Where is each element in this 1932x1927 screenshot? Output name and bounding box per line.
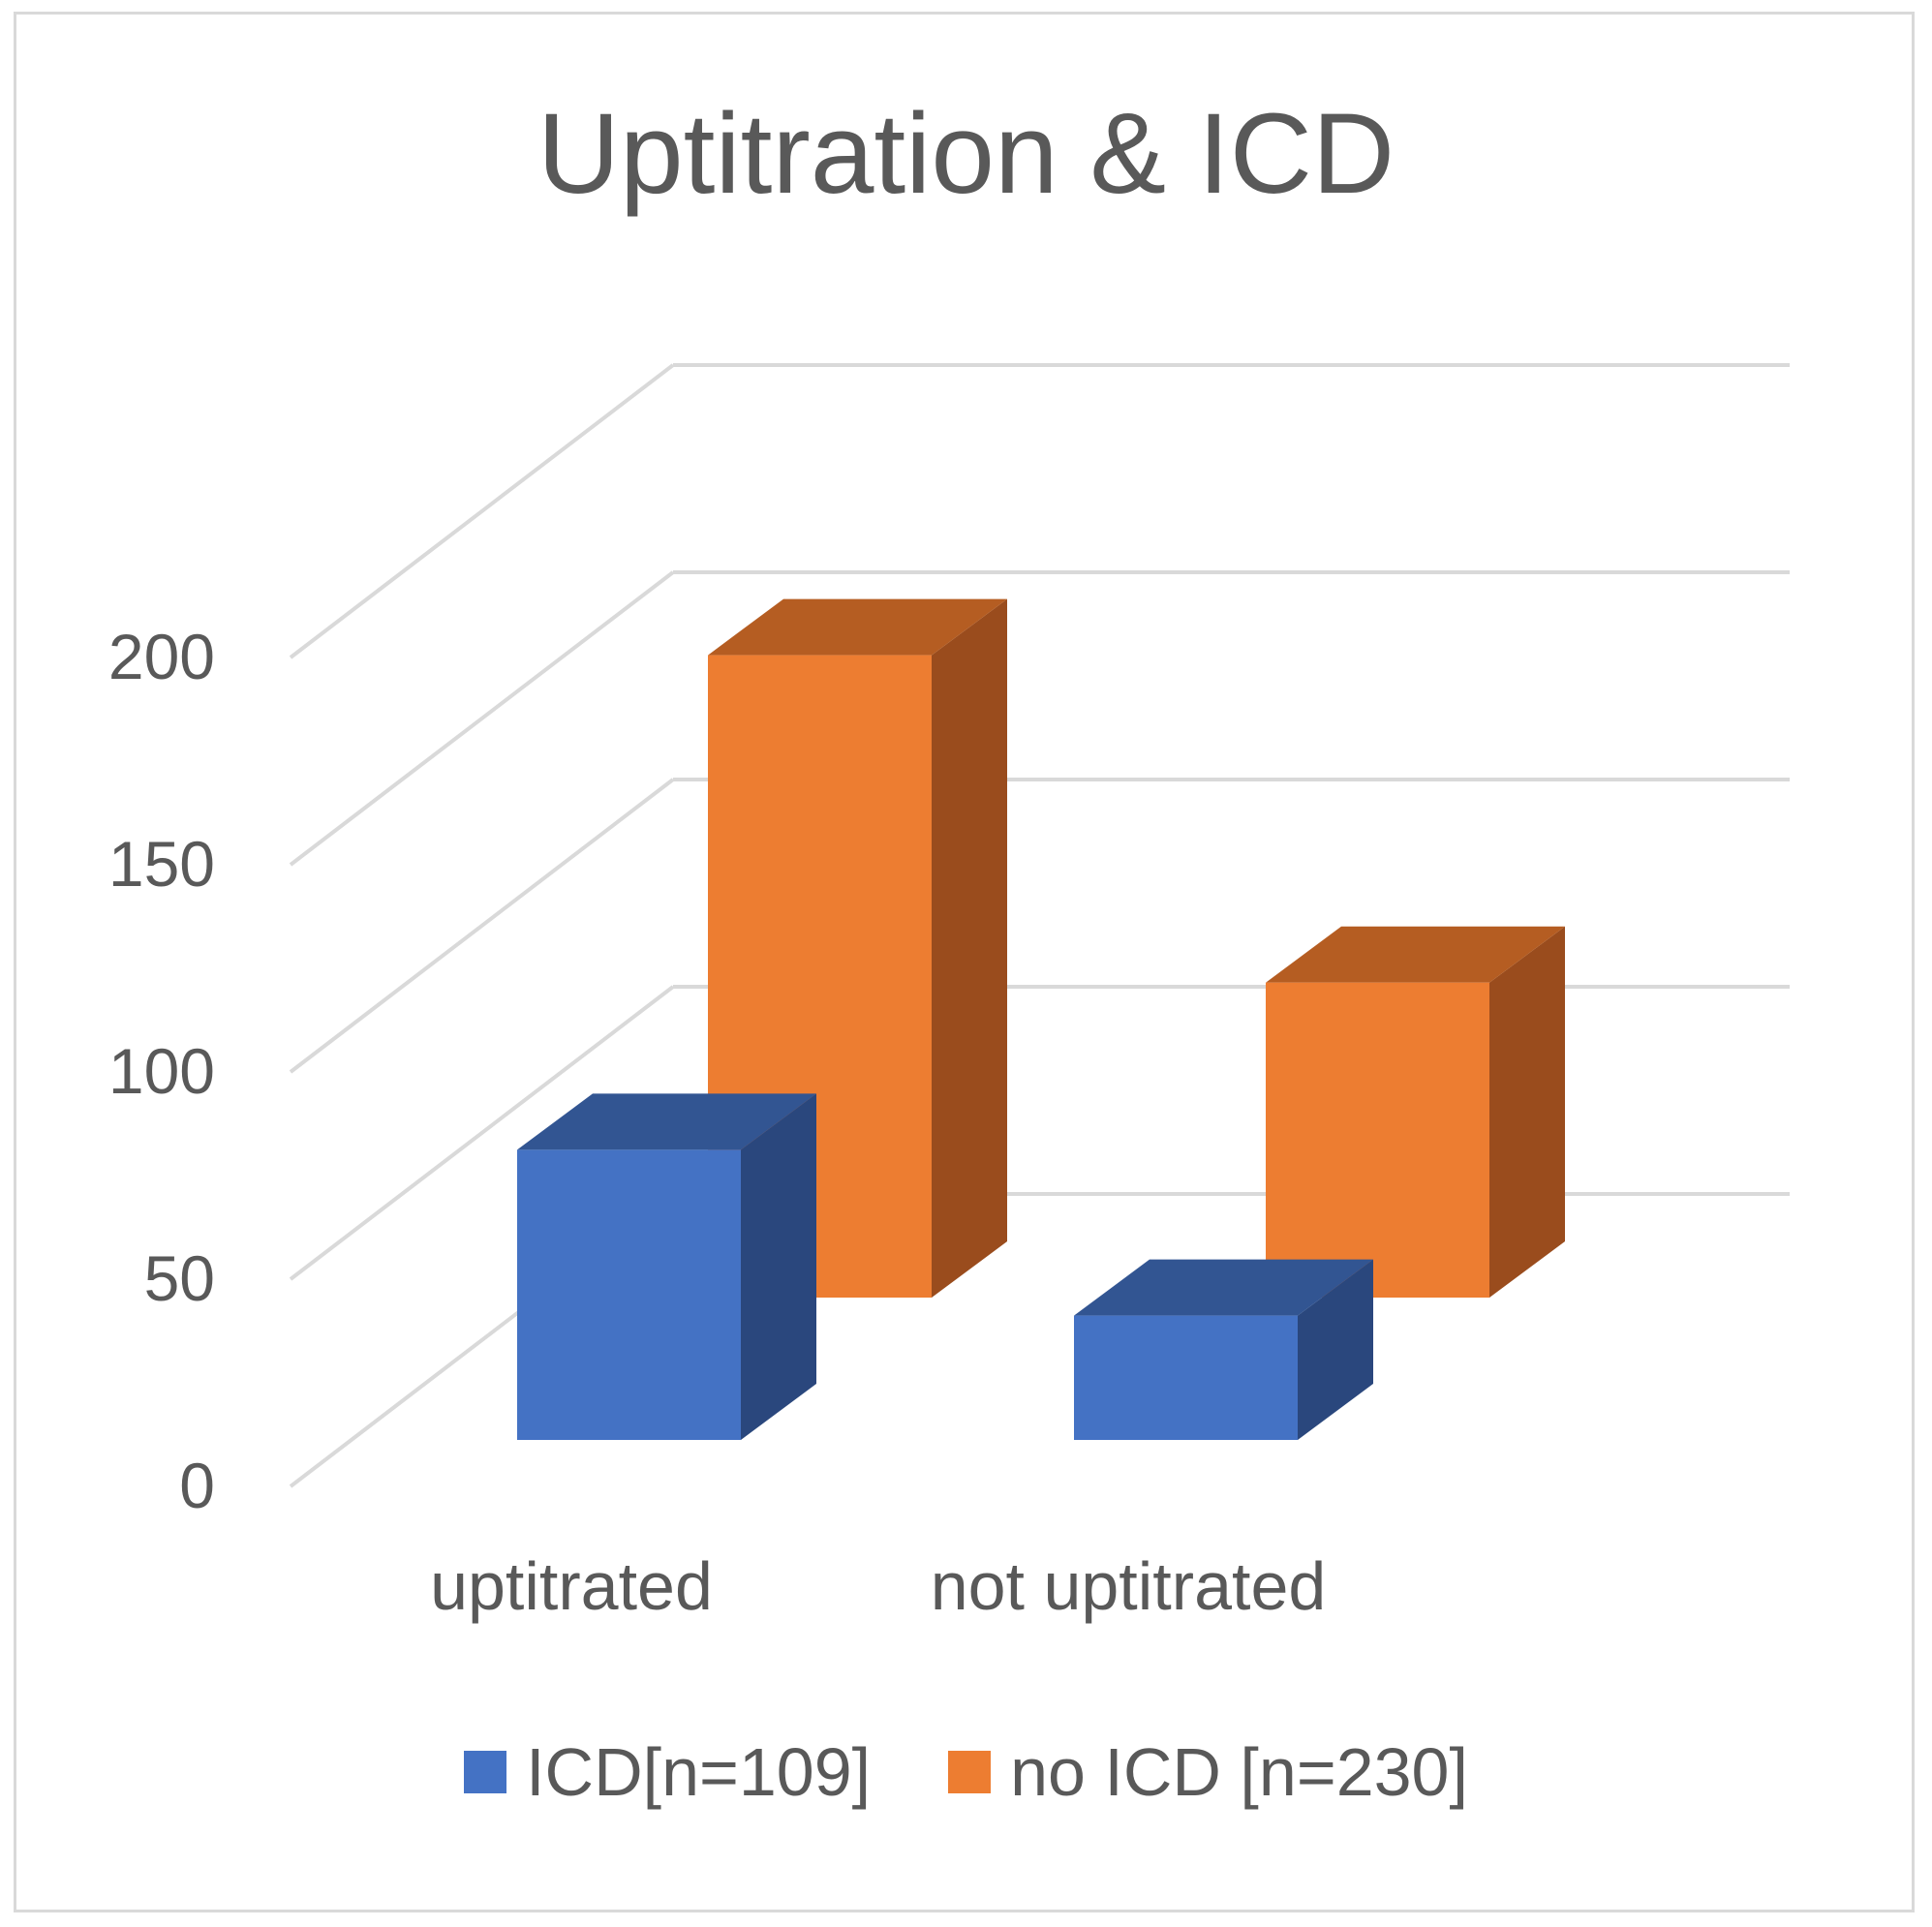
x-category-label: not uptitrated xyxy=(931,1548,1327,1624)
gridline-side xyxy=(289,570,675,867)
gridline-side xyxy=(289,363,675,659)
chart-title: Uptitration & ICD xyxy=(537,90,1395,218)
y-tick-label: 100 xyxy=(108,1035,215,1107)
bar-no-icd-1-top xyxy=(1266,926,1565,983)
bar-icd-1 xyxy=(1074,1315,1298,1440)
y-tick-label: 200 xyxy=(108,621,215,692)
gridline-side xyxy=(289,985,675,1281)
bar-icd-0-side xyxy=(741,1093,816,1440)
legend-swatch-icd xyxy=(464,1751,507,1793)
y-tick-label: 50 xyxy=(144,1242,215,1314)
bar-no-icd-1 xyxy=(1266,982,1489,1298)
bar-icd-0-top xyxy=(517,1093,816,1150)
legend-label-icd: ICD[n=109] xyxy=(526,1734,872,1810)
x-category-label: uptitrated xyxy=(430,1548,713,1624)
legend: ICD[n=109] no ICD [n=230] xyxy=(0,1738,1932,1806)
bar-no-icd-0-side xyxy=(932,598,1007,1298)
bars xyxy=(517,598,1565,1440)
bar-no-icd-1-side xyxy=(1489,926,1565,1298)
bar-icd-0 xyxy=(517,1149,741,1440)
legend-item-icd: ICD[n=109] xyxy=(464,1738,871,1806)
bar-icd-1-side xyxy=(1298,1259,1373,1440)
x-axis-categories: uptitrated not uptitrated xyxy=(430,1548,1326,1624)
gridlines xyxy=(289,363,1790,1488)
legend-label-no-icd: no ICD [n=230] xyxy=(1010,1734,1468,1810)
legend-swatch-no-icd xyxy=(948,1751,992,1793)
bar-icd-1-top xyxy=(1074,1259,1373,1316)
y-tick-label: 150 xyxy=(108,828,215,900)
y-axis-ticks: 0 50 100 150 200 xyxy=(108,621,215,1521)
bar-no-icd-0-top xyxy=(708,598,1007,656)
legend-item-no-icd: no ICD [n=230] xyxy=(948,1738,1468,1806)
gridline-side xyxy=(289,778,675,1074)
y-tick-label: 0 xyxy=(179,1450,215,1521)
